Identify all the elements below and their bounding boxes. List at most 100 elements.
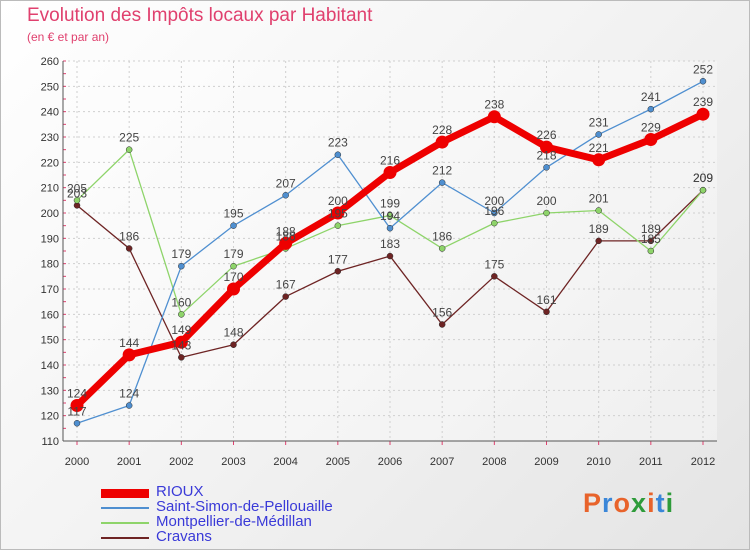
data-point-RIOUX-2003 bbox=[227, 282, 240, 296]
x-tick-label: 2012 bbox=[691, 456, 715, 468]
data-label-Saint-Simon-de-Pellouaille-2010: 231 bbox=[589, 115, 609, 129]
data-label-Montpellier-de-Médillan-2003: 179 bbox=[223, 247, 243, 261]
data-label-Saint-Simon-de-Pellouaille-2006: 194 bbox=[380, 209, 400, 223]
chart-subtitle: (en € et par an) bbox=[27, 30, 110, 44]
x-tick-label: 2006 bbox=[378, 456, 402, 468]
data-point-Saint-Simon-de-Pellouaille-2009 bbox=[543, 164, 550, 171]
data-point-Saint-Simon-de-Pellouaille-2002 bbox=[178, 262, 185, 270]
data-label-Montpellier-de-Médillan-2006: 199 bbox=[380, 197, 400, 211]
data-label-Montpellier-de-Médillan-2012: 209 bbox=[693, 171, 713, 185]
legend-swatch bbox=[101, 507, 149, 509]
data-label-Saint-Simon-de-Pellouaille-2004: 207 bbox=[276, 176, 296, 190]
axes: 110 120 130 140 150 160 170 180 190 200 210 220 230 2… bbox=[41, 56, 717, 468]
data-point-Saint-Simon-de-Pellouaille-2004 bbox=[282, 192, 289, 199]
data-labels: 124 144 149 170 188 200 216 228 238 226 221 229 239 1… bbox=[67, 62, 713, 418]
data-label-Montpellier-de-Médillan-2001: 225 bbox=[119, 131, 139, 145]
data-point-Cravans-2003 bbox=[230, 341, 237, 348]
legend-swatch bbox=[101, 488, 149, 498]
data-label-Cravans-2000: 203 bbox=[67, 186, 87, 200]
chart-title: Evolution des Impôts locaux par Habitant bbox=[27, 5, 373, 26]
data-point-Montpellier-de-Médillan-2003 bbox=[230, 262, 237, 270]
y-tick-label: 190 bbox=[41, 233, 59, 245]
data-point-Cravans-2001 bbox=[125, 245, 133, 252]
logo-letter: i bbox=[665, 488, 675, 518]
data-point-Saint-Simon-de-Pellouaille-2005 bbox=[334, 151, 342, 158]
legend-swatch bbox=[101, 537, 149, 539]
data-label-RIOUX-2002: 149 bbox=[171, 323, 191, 337]
data-label-Montpellier-de-Médillan-2004: 186 bbox=[276, 229, 296, 243]
x-tick-label: 2007 bbox=[430, 456, 454, 468]
data-point-Montpellier-de-Médillan-2006 bbox=[386, 212, 394, 219]
data-label-RIOUX-2001: 144 bbox=[119, 336, 139, 350]
data-point-Saint-Simon-de-Pellouaille-2007 bbox=[438, 179, 446, 186]
data-point-RIOUX-2007 bbox=[435, 135, 449, 149]
logo-letter: P bbox=[583, 488, 603, 518]
data-point-Montpellier-de-Médillan-2000 bbox=[73, 197, 81, 204]
x-tick-label: 2011 bbox=[639, 456, 663, 468]
data-label-RIOUX-2012: 239 bbox=[693, 95, 713, 109]
data-label-Cravans-2007: 156 bbox=[432, 305, 452, 319]
data-label-Cravans-2011: 189 bbox=[641, 222, 661, 236]
data-point-RIOUX-2001 bbox=[122, 348, 136, 362]
y-tick-label: 120 bbox=[41, 411, 59, 423]
data-label-Saint-Simon-de-Pellouaille-2005: 223 bbox=[328, 136, 348, 150]
data-point-Montpellier-de-Médillan-2011 bbox=[647, 247, 655, 255]
proxiti-logo: Proxiti bbox=[583, 488, 674, 519]
data-point-Saint-Simon-de-Pellouaille-2003 bbox=[230, 222, 237, 229]
data-label-Cravans-2002: 143 bbox=[171, 338, 191, 352]
data-point-Montpellier-de-Médillan-2009 bbox=[543, 209, 550, 217]
data-point-Cravans-2002 bbox=[178, 354, 185, 361]
legend-label: Montpellier-de-Médillan bbox=[156, 513, 312, 530]
data-label-Saint-Simon-de-Pellouaille-2002: 179 bbox=[171, 247, 191, 261]
data-point-Saint-Simon-de-Pellouaille-2010 bbox=[595, 131, 602, 138]
x-tick-label: 2008 bbox=[482, 456, 506, 468]
data-point-Cravans-2009 bbox=[543, 308, 550, 316]
logo-letter: r bbox=[602, 488, 614, 518]
data-point-Montpellier-de-Médillan-2012 bbox=[699, 186, 707, 194]
data-point-Montpellier-de-Médillan-2005 bbox=[334, 222, 342, 229]
data-label-Saint-Simon-de-Pellouaille-2011: 241 bbox=[641, 90, 661, 104]
data-point-RIOUX-2011 bbox=[644, 133, 658, 147]
y-tick-label: 160 bbox=[41, 309, 59, 321]
data-point-Saint-Simon-de-Pellouaille-2011 bbox=[647, 105, 655, 113]
y-tick-label: 230 bbox=[41, 132, 59, 144]
legend-swatch bbox=[101, 522, 149, 524]
logo-letter: i bbox=[647, 488, 656, 518]
x-tick-label: 2001 bbox=[117, 456, 141, 468]
data-label-RIOUX-2009: 226 bbox=[536, 128, 556, 142]
logo-letter: x bbox=[631, 488, 648, 518]
y-tick-label: 210 bbox=[41, 183, 59, 195]
data-label-RIOUX-2004: 188 bbox=[276, 224, 296, 238]
data-label-Montpellier-de-Médillan-2009: 200 bbox=[536, 194, 556, 208]
data-label-Montpellier-de-Médillan-2007: 186 bbox=[432, 229, 452, 243]
data-label-RIOUX-2010: 221 bbox=[589, 141, 609, 155]
y-tick-label: 250 bbox=[41, 81, 59, 93]
data-point-Montpellier-de-Médillan-2010 bbox=[595, 207, 602, 214]
y-tick-label: 140 bbox=[41, 360, 59, 372]
data-label-Montpellier-de-Médillan-2011: 185 bbox=[641, 232, 661, 246]
data-point-RIOUX-2006 bbox=[383, 165, 397, 179]
data-label-Saint-Simon-de-Pellouaille-2001: 124 bbox=[119, 387, 139, 401]
series-layer bbox=[70, 78, 710, 427]
data-point-Montpellier-de-Médillan-2002 bbox=[178, 311, 185, 318]
data-label-Cravans-2005: 177 bbox=[328, 252, 348, 266]
data-label-RIOUX-2011: 229 bbox=[641, 121, 661, 135]
data-label-RIOUX-2000: 124 bbox=[67, 387, 87, 401]
y-tick-label: 110 bbox=[41, 436, 59, 448]
data-point-Saint-Simon-de-Pellouaille-2001 bbox=[125, 402, 133, 409]
data-label-RIOUX-2007: 228 bbox=[432, 123, 452, 137]
data-point-Montpellier-de-Médillan-2001 bbox=[125, 146, 133, 153]
legend-label: Cravans bbox=[156, 528, 212, 545]
data-point-RIOUX-2009 bbox=[540, 140, 553, 154]
legend-label: Saint-Simon-de-Pellouaille bbox=[156, 498, 333, 515]
x-tick-label: 2005 bbox=[326, 456, 350, 468]
x-tick-label: 2000 bbox=[65, 456, 89, 468]
y-tick-label: 240 bbox=[41, 107, 59, 119]
data-label-Cravans-2010: 189 bbox=[589, 222, 609, 236]
data-label-Cravans-2006: 183 bbox=[380, 237, 400, 251]
data-point-Cravans-2006 bbox=[386, 252, 394, 260]
data-label-Cravans-2008: 175 bbox=[484, 257, 504, 271]
data-label-Cravans-2001: 186 bbox=[119, 229, 139, 243]
